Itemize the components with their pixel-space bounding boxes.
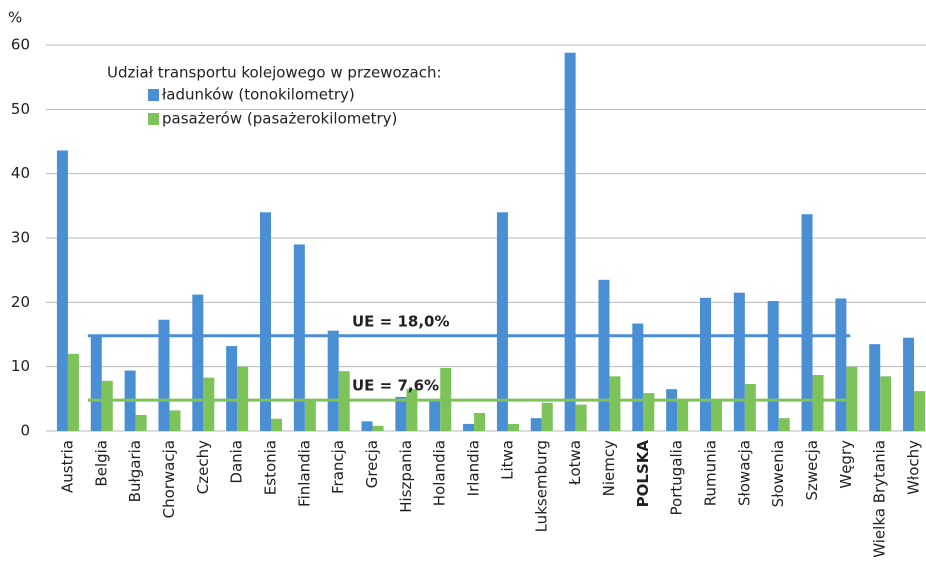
y-tick-label: 10 (11, 357, 30, 375)
bar (271, 418, 282, 431)
bar (564, 52, 576, 431)
x-tick-label: Czechy (194, 440, 212, 494)
x-tick-label: Chorwacja (160, 440, 178, 518)
bar (609, 376, 621, 431)
x-tick-label: Słowenia (769, 440, 787, 507)
bar (135, 414, 147, 431)
x-tick-label: Austria (58, 440, 76, 493)
bar (90, 335, 102, 431)
x-tick-label: Bułgaria (126, 440, 144, 502)
x-tick-label: Łotwa (566, 440, 584, 486)
bar (767, 301, 779, 431)
bar (541, 402, 553, 431)
bar (711, 400, 722, 431)
bar (56, 150, 68, 432)
bar (914, 391, 926, 431)
x-tick-label: Luksemburg (532, 440, 550, 532)
bar (361, 421, 373, 431)
bar (203, 377, 215, 431)
bar (474, 412, 486, 431)
x-tick-label: Hiszpania (397, 440, 415, 513)
bar (169, 410, 181, 431)
x-tick-label: Wielka Brytania (871, 440, 889, 558)
bar (666, 389, 678, 431)
y-tick-label: 0 (20, 422, 30, 440)
y-tick-label: 20 (11, 293, 30, 311)
bar (158, 319, 170, 431)
bar (812, 375, 824, 431)
y-unit: % (8, 9, 22, 27)
reference-label: UE = 18,0% (352, 312, 449, 330)
bar (507, 423, 519, 431)
bar (192, 294, 204, 431)
x-tick-label: Francja (329, 440, 347, 494)
x-tick-label: Dania (228, 440, 246, 484)
bar (463, 423, 475, 431)
bar (260, 212, 271, 431)
x-tick-label: Niemcy (600, 440, 618, 496)
bar (903, 337, 915, 431)
bar (835, 298, 847, 431)
bar (530, 418, 542, 431)
bar (406, 389, 418, 431)
x-tick-label: Szwecja (803, 440, 821, 501)
bar (744, 384, 756, 431)
x-tick-label: Portugalia (668, 440, 686, 515)
y-tick-label: 60 (11, 36, 30, 54)
bar (101, 380, 113, 431)
bar (327, 330, 339, 431)
legend-title: Udział transportu kolejowego w przewozac… (107, 64, 442, 82)
bar (733, 292, 745, 431)
bar (372, 425, 384, 431)
bar (598, 279, 610, 431)
bar (429, 400, 441, 431)
bar (293, 244, 305, 431)
x-tick-label: Holandia (431, 440, 449, 506)
bar (575, 404, 587, 431)
x-tick-label: Belgia (92, 440, 110, 487)
bar (643, 393, 655, 431)
reference-label: UE = 7,6% (352, 377, 439, 395)
bar (801, 214, 813, 431)
y-tick-label: 50 (11, 100, 30, 118)
x-tick-label: Estonia (262, 440, 280, 495)
bar (846, 366, 858, 431)
x-tick-label: Finlandia (295, 440, 313, 507)
x-tick-label: Słowacja (735, 440, 753, 506)
bar (869, 344, 881, 431)
x-tick-label: Rumunia (702, 440, 720, 506)
x-tick-label: Litwa (498, 440, 516, 480)
bar (677, 400, 689, 431)
bar (67, 353, 79, 431)
bar (496, 212, 508, 431)
x-tick-label: Włochy (905, 440, 923, 495)
legend-swatch (148, 113, 159, 125)
bar (632, 323, 644, 431)
legend-label: pasażerów (pasażerokilometry) (162, 110, 397, 128)
x-tick-label: Grecja (363, 440, 381, 488)
bar (700, 297, 711, 431)
bar (395, 396, 407, 431)
bar (778, 418, 790, 431)
legend-label: ładunków (tonokilometry) (162, 86, 355, 104)
x-tick-label: Węgry (837, 440, 855, 489)
x-tick-label: Irlandia (465, 440, 483, 496)
y-tick-label: 30 (11, 229, 30, 247)
bar (880, 376, 892, 431)
bar (304, 398, 316, 431)
bar (226, 346, 238, 431)
legend-swatch (148, 89, 159, 101)
y-tick-label: 40 (11, 164, 30, 182)
x-tick-label: POLSKA (634, 440, 652, 508)
